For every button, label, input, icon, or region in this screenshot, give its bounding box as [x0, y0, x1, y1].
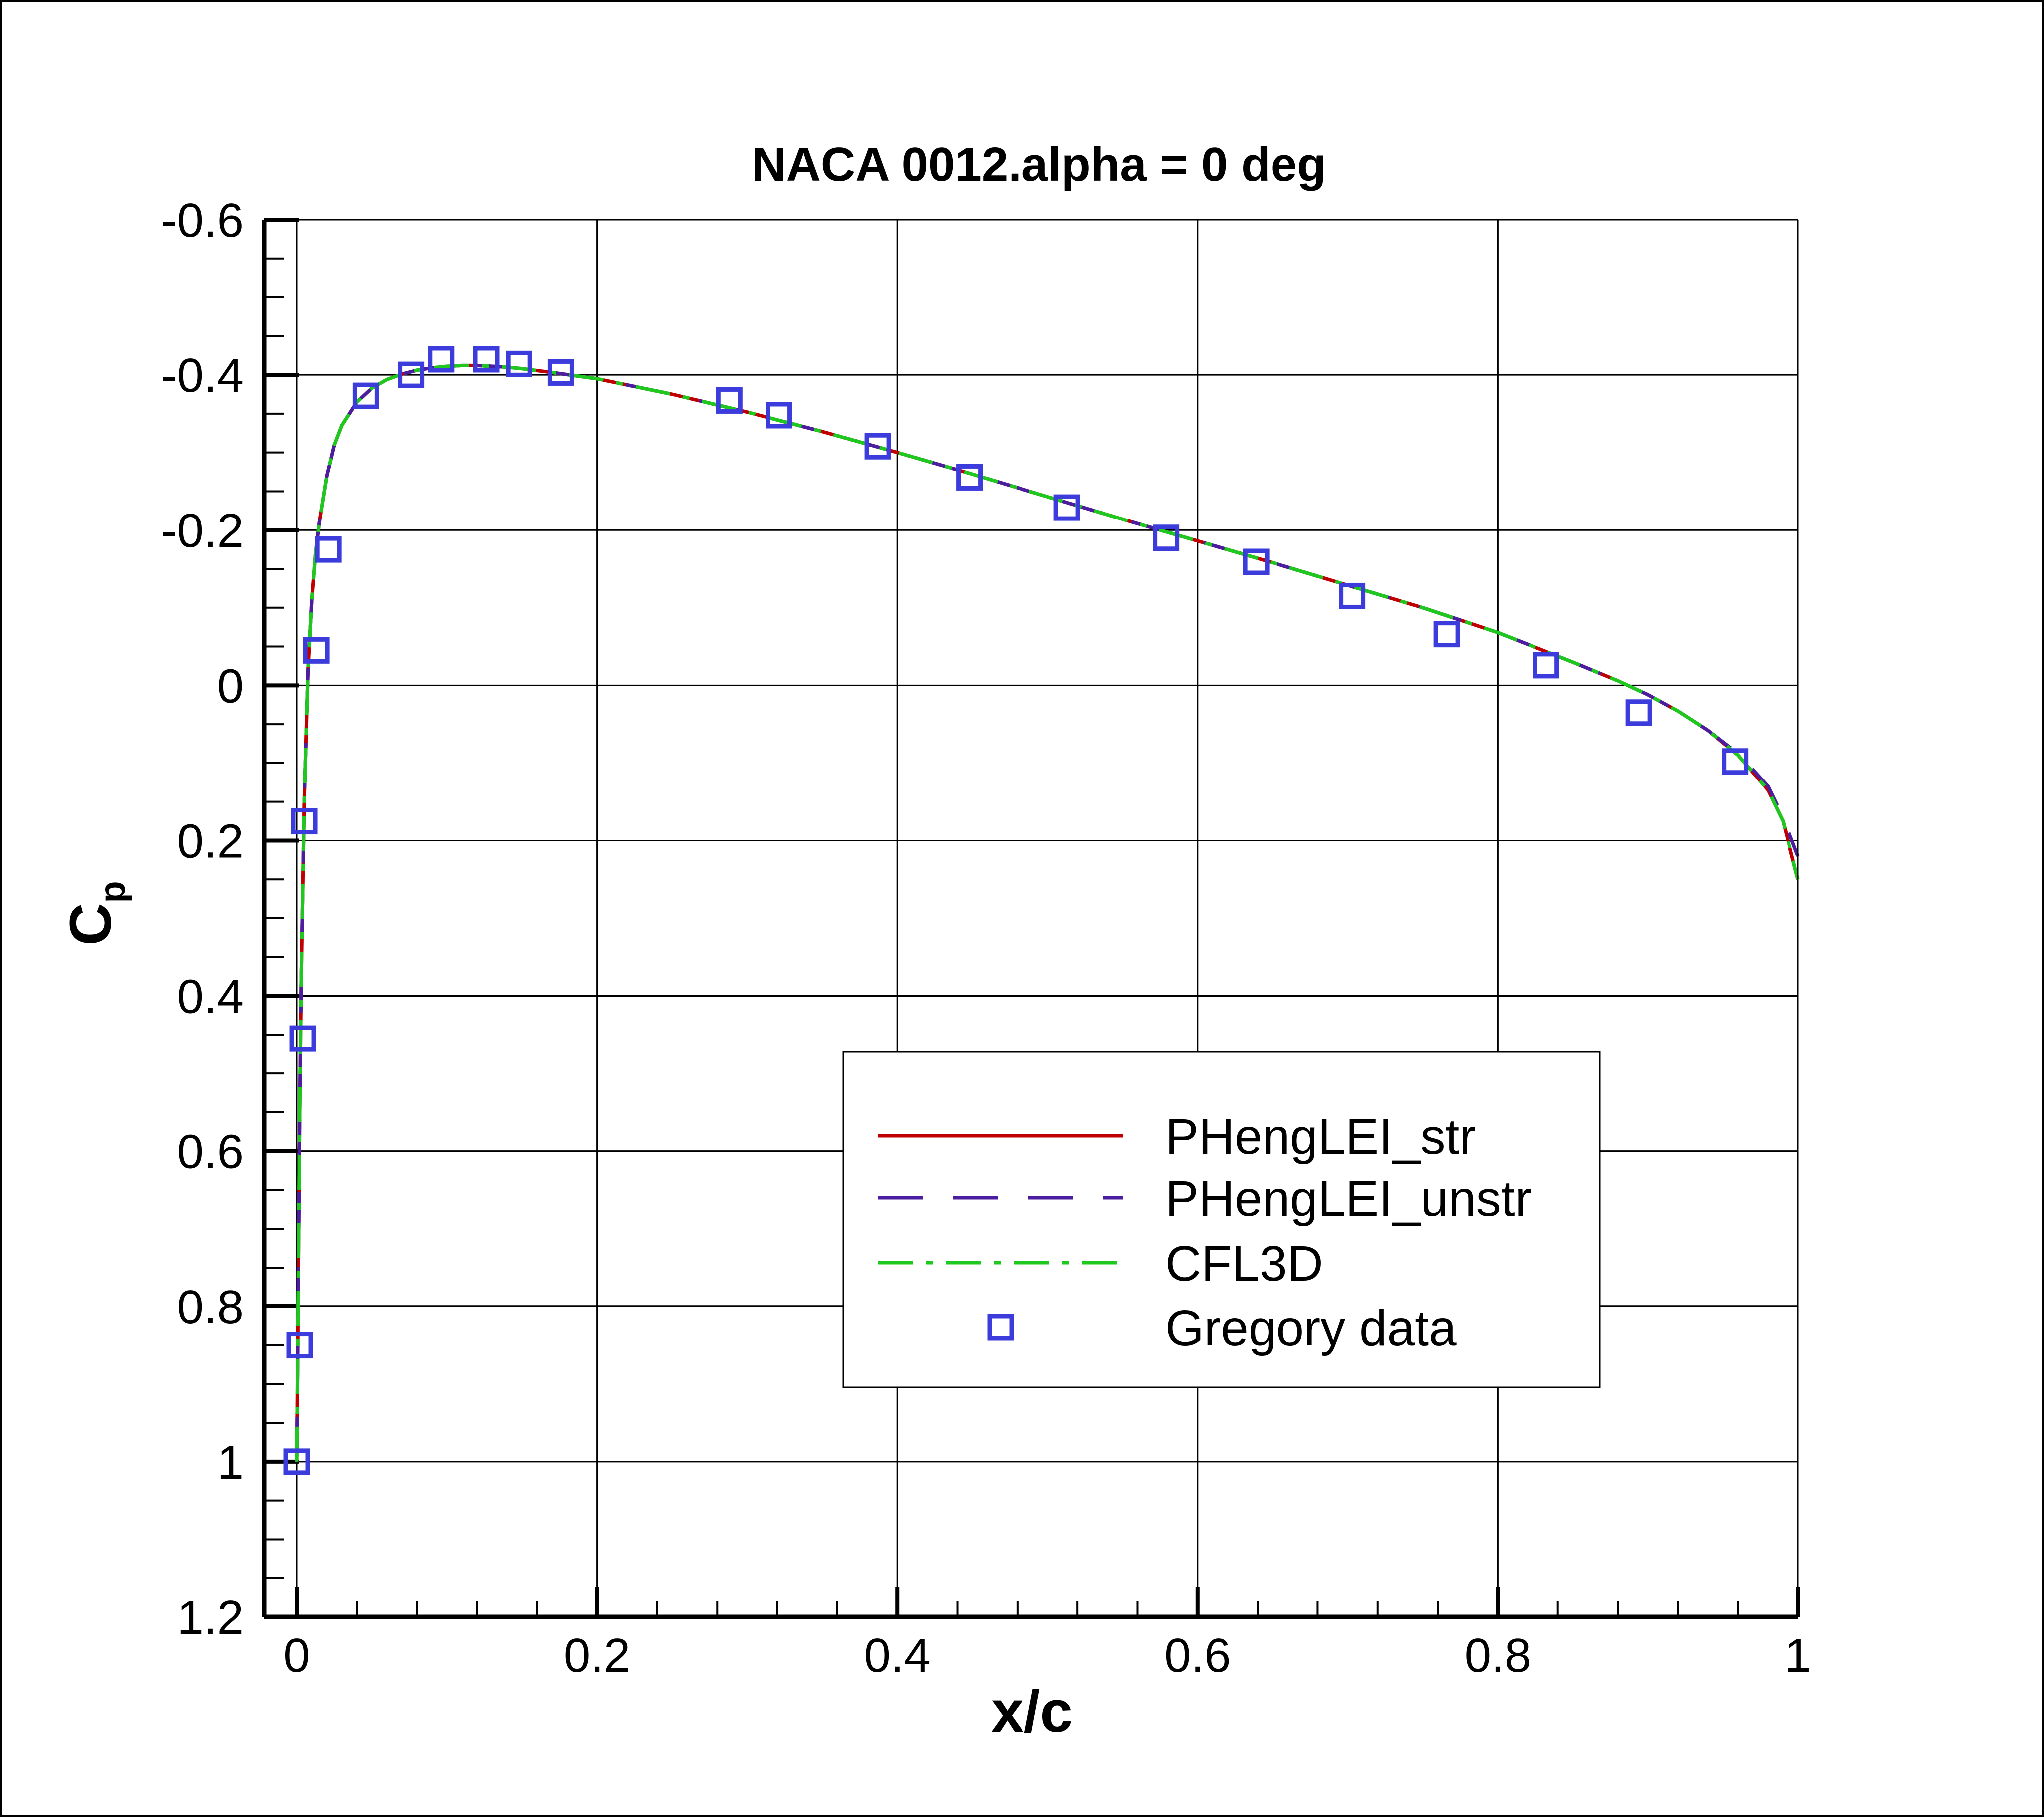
- series-line-cfl3d: [295, 363, 1800, 1462]
- y-axis-label-sub: p: [93, 881, 133, 903]
- data-point-gregory: [1722, 748, 1749, 775]
- data-point-gregory: [1243, 548, 1270, 575]
- axes-frame: [262, 219, 1799, 1619]
- chart-title: NACA 0012.alpha = 0 deg: [752, 138, 1326, 191]
- data-point-gregory: [291, 808, 318, 835]
- data-point-gregory: [547, 359, 574, 386]
- y-axis-label-main: C: [58, 903, 124, 945]
- data-point-gregory: [289, 1025, 316, 1052]
- data-point-gregory: [286, 1332, 313, 1359]
- legend-label-phenglei-str: PHengLEI_str: [1165, 1109, 1476, 1165]
- x-tick-label: 0.2: [564, 1629, 630, 1682]
- data-point-gregory: [716, 387, 743, 414]
- y-tick-label: 0.6: [177, 1125, 244, 1179]
- data-point-gregory: [506, 350, 532, 377]
- data-point-gregory: [352, 382, 379, 409]
- x-tick-label: 1: [1785, 1629, 1811, 1682]
- x-tick-label: 0: [283, 1629, 310, 1682]
- y-tick-label: 1.2: [177, 1591, 244, 1644]
- y-tick-label: 0.4: [177, 970, 244, 1024]
- legend-label-cfl3d: CFL3D: [1165, 1236, 1323, 1292]
- y-tick-label: 0: [217, 659, 244, 713]
- x-tick-label: 0.6: [1164, 1629, 1231, 1682]
- y-axis-label: Cp: [58, 881, 133, 945]
- legend-label-phenglei-unstr: PHengLEI_unstr: [1165, 1171, 1532, 1227]
- y-tick-label: 0.2: [177, 814, 244, 868]
- tick-labels: 0 0.2 0.4 0.6 0.8 1 -0.6 -0.4 -0.2 0 0.2 0.4 0.6 0.8 1…: [161, 194, 1811, 1682]
- data-point-gregory: [1625, 699, 1652, 726]
- y-tick-label: -0.4: [161, 349, 244, 402]
- data-point-gregory: [1433, 621, 1460, 648]
- svg-text:Cp: Cp: [58, 881, 133, 945]
- data-point-gregory: [473, 346, 500, 373]
- x-axis-label: x/c: [991, 1679, 1073, 1745]
- x-tick-label: 0.8: [1465, 1629, 1531, 1682]
- data-point-gregory: [428, 346, 455, 373]
- data-point-gregory: [1153, 524, 1180, 551]
- data-point-gregory: [303, 637, 330, 664]
- data-point-gregory: [1533, 652, 1559, 679]
- axis-ticks: [264, 218, 1800, 1619]
- data-point-gregory: [398, 361, 425, 388]
- legend-box: [842, 1051, 1601, 1388]
- data-point-gregory: [1339, 582, 1366, 609]
- data-point-gregory: [283, 1448, 310, 1475]
- data-point-gregory: [766, 402, 792, 429]
- y-tick-label: 1: [217, 1436, 244, 1489]
- data-point-gregory: [956, 464, 983, 491]
- data-point-gregory: [315, 536, 342, 563]
- x-tick-label: 0.4: [864, 1629, 930, 1682]
- y-tick-label: -0.6: [161, 194, 244, 247]
- data-point-gregory: [864, 433, 891, 460]
- legend-label-gregory-data: Gregory data: [1165, 1300, 1457, 1356]
- y-tick-label: -0.2: [161, 504, 244, 557]
- series-layer: [283, 346, 1800, 1475]
- legend-marker-gregory: [987, 1314, 1014, 1341]
- y-tick-label: 0.8: [177, 1281, 244, 1334]
- legend: PHengLEI_str PHengLEI_unstr CFL3D Gregory d…: [842, 1051, 1601, 1388]
- data-point-gregory: [1053, 494, 1080, 521]
